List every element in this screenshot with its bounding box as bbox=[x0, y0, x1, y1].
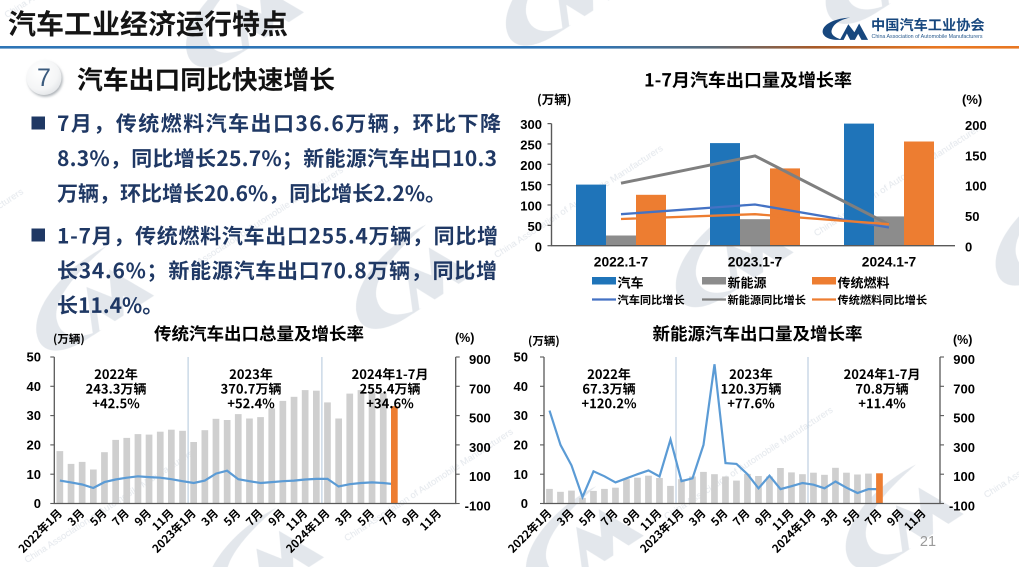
svg-text:100: 100 bbox=[965, 179, 987, 194]
svg-text:10: 10 bbox=[514, 467, 528, 482]
svg-text:700: 700 bbox=[953, 381, 975, 396]
svg-text:(%): (%) bbox=[962, 92, 982, 107]
svg-text:500: 500 bbox=[469, 411, 491, 426]
svg-text:20: 20 bbox=[514, 438, 528, 453]
svg-text:500: 500 bbox=[953, 411, 975, 426]
svg-text:(%): (%) bbox=[953, 333, 972, 347]
svg-text:50: 50 bbox=[528, 219, 542, 234]
svg-text:30: 30 bbox=[27, 408, 41, 423]
svg-text:2022.1-7: 2022.1-7 bbox=[594, 255, 649, 270]
svg-text:900: 900 bbox=[469, 352, 491, 367]
svg-text:50: 50 bbox=[514, 350, 528, 365]
svg-text:7: 7 bbox=[37, 64, 51, 92]
svg-text:300: 300 bbox=[469, 440, 491, 455]
svg-text:300: 300 bbox=[953, 440, 975, 455]
svg-text:150: 150 bbox=[965, 148, 987, 163]
svg-text:China Association of Automobil: China Association of Automobile Manufact… bbox=[872, 34, 983, 40]
svg-text:150: 150 bbox=[520, 178, 542, 193]
svg-text:2023.1-7: 2023.1-7 bbox=[728, 255, 783, 270]
svg-text:300: 300 bbox=[520, 117, 542, 132]
svg-text:250: 250 bbox=[520, 138, 542, 153]
svg-text:900: 900 bbox=[953, 352, 975, 367]
svg-text:40: 40 bbox=[514, 379, 528, 394]
svg-text:200: 200 bbox=[965, 118, 987, 133]
svg-text:100: 100 bbox=[520, 199, 542, 214]
svg-text:50: 50 bbox=[965, 209, 979, 224]
svg-text:700: 700 bbox=[469, 381, 491, 396]
svg-text:100: 100 bbox=[469, 469, 491, 484]
svg-text:0: 0 bbox=[521, 496, 528, 511]
svg-text:40: 40 bbox=[27, 379, 41, 394]
svg-text:21: 21 bbox=[920, 534, 936, 550]
svg-text:30: 30 bbox=[514, 408, 528, 423]
svg-text:-100: -100 bbox=[465, 499, 491, 514]
svg-text:20: 20 bbox=[27, 438, 41, 453]
svg-text:10: 10 bbox=[27, 467, 41, 482]
svg-text:200: 200 bbox=[520, 158, 542, 173]
svg-text:2024.1-7: 2024.1-7 bbox=[862, 255, 917, 270]
svg-text:-100: -100 bbox=[949, 499, 975, 514]
svg-text:0: 0 bbox=[34, 496, 41, 511]
svg-text:(%): (%) bbox=[455, 331, 474, 345]
svg-text:100: 100 bbox=[953, 469, 975, 484]
svg-text:50: 50 bbox=[27, 350, 41, 365]
svg-text:0: 0 bbox=[535, 239, 542, 254]
svg-text:0: 0 bbox=[965, 239, 972, 254]
